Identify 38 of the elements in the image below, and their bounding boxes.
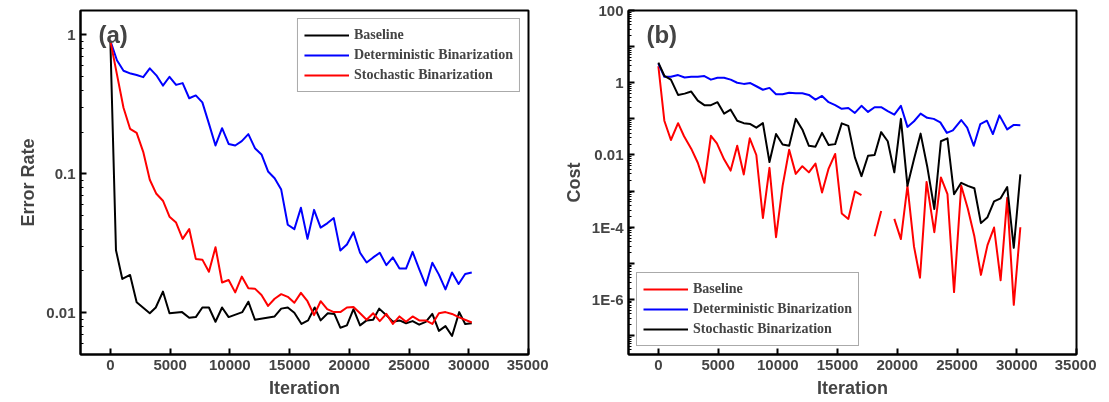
legend-label: Stochastic Binarization	[693, 321, 832, 337]
legend-label: Deterministic Binarization	[353, 47, 513, 63]
x-tick-label: 10000	[756, 355, 799, 373]
x-tick-label: 5000	[153, 355, 187, 373]
line-series	[657, 62, 1022, 147]
legend-label: Deterministic Binarization	[693, 301, 853, 317]
x-tick-label: 20000	[328, 355, 371, 373]
x-tick-label: 25000	[388, 355, 430, 373]
x-axis-title: Iteration	[817, 377, 889, 398]
y-tick-label: 0.01	[46, 303, 76, 321]
y-tick-label: 0.01	[594, 146, 624, 164]
x-tick-label: 30000	[995, 355, 1038, 373]
y-axis-title: Error Rate	[18, 138, 39, 227]
y-tick-label: 1E-6	[591, 290, 624, 308]
x-tick-label: 25000	[936, 355, 978, 373]
annotation: (a)	[98, 20, 128, 48]
x-tick-label: 10000	[208, 355, 251, 373]
x-tick-label: 15000	[268, 355, 311, 373]
x-axis-title: Iteration	[269, 377, 341, 398]
x-tick-label: 20000	[876, 355, 919, 373]
x-tick-label: 35000	[1054, 355, 1097, 373]
y-axis-title: Cost	[563, 162, 584, 203]
y-tick-label: 1E-4	[591, 218, 625, 236]
x-tick-label: 0	[106, 355, 115, 373]
line-series	[657, 61, 1022, 249]
legend-label: Stochastic Binarization	[353, 67, 493, 83]
y-tick-label: 0.1	[54, 164, 76, 182]
legend-label: Baseline	[693, 281, 743, 297]
y-tick-label: 100	[598, 2, 624, 19]
x-tick-label: 5000	[701, 355, 735, 373]
x-tick-label: 30000	[447, 355, 490, 373]
y-tick-label: 1	[615, 74, 624, 92]
y-tick-label: 1	[67, 25, 76, 43]
annotation: (b)	[646, 20, 678, 48]
x-tick-label: 35000	[506, 355, 549, 373]
x-tick-label: 15000	[816, 355, 859, 373]
legend-label: Baseline	[353, 27, 404, 43]
x-tick-label: 0	[654, 355, 663, 373]
